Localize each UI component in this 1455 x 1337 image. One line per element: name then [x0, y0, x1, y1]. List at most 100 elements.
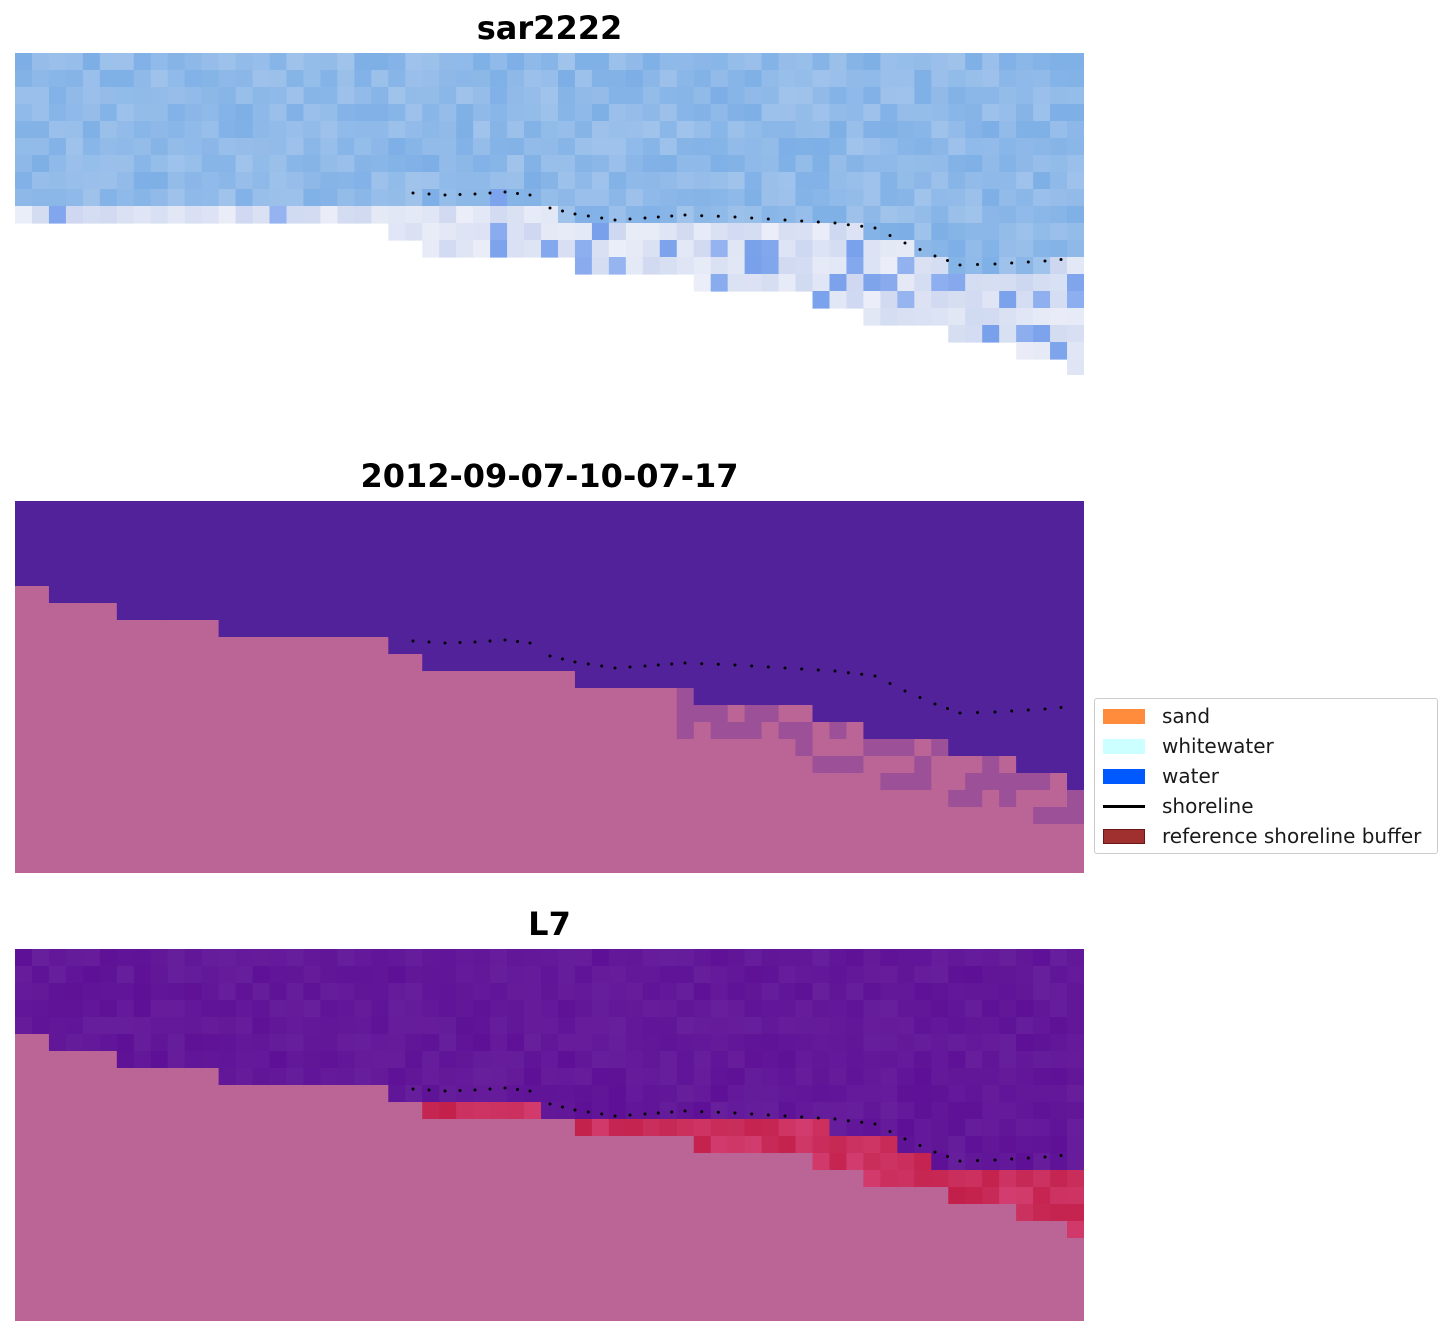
classified-pixel [405, 858, 423, 873]
classified-pixel [388, 824, 406, 842]
l7-pixel [795, 1289, 814, 1307]
classified-pixel [269, 841, 288, 859]
l7-pixel [557, 1068, 576, 1086]
l7-pixel [863, 1085, 881, 1103]
l7-pixel [439, 1255, 457, 1273]
l7-pixel [541, 1272, 559, 1290]
l7-pixel [812, 1306, 831, 1321]
l7-pixel [642, 1238, 661, 1256]
l7-pixel [15, 1051, 33, 1069]
classified-pixel [608, 671, 627, 689]
l7-pixel [82, 1255, 101, 1273]
sar-pixel [82, 104, 101, 122]
classified-shoreline-dot [750, 664, 754, 668]
l7-shoreline-dot [700, 1110, 704, 1114]
sar-pixel [82, 87, 101, 105]
l7-pixel [761, 1153, 780, 1171]
sar-pixel [1033, 87, 1051, 105]
classified-pixel [710, 705, 729, 723]
l7-pixel [965, 966, 983, 984]
l7-pixel [1033, 1153, 1051, 1171]
l7-pixel [676, 1085, 695, 1103]
sar-pixel [914, 172, 932, 190]
sar-pixel [1067, 223, 1084, 241]
sar-pixel [1016, 53, 1034, 71]
l7-pixel [1016, 966, 1034, 984]
sar-pixel [897, 70, 915, 88]
l7-pixel [659, 1306, 678, 1321]
classified-pixel [693, 841, 712, 859]
classified-pixel [48, 518, 67, 536]
l7-shoreline-dot [1043, 1155, 1047, 1159]
classified-pixel [846, 620, 865, 638]
classified-pixel [1033, 637, 1051, 655]
sar-shoreline-dot [573, 212, 577, 216]
sar-shoreline-dot [628, 217, 632, 221]
classified-pixel [761, 637, 780, 655]
l7-shoreline-dot [1010, 1157, 1014, 1161]
sar-pixel [744, 189, 763, 207]
classified-pixel [286, 705, 305, 723]
classified-pixel [252, 603, 271, 621]
l7-pixel [422, 949, 440, 967]
l7-pixel [693, 1204, 712, 1222]
sar-pixel [15, 155, 33, 173]
classified-pixel [490, 518, 508, 536]
l7-pixel [524, 1170, 542, 1188]
l7-pixel [965, 1034, 983, 1052]
sar-pixel [303, 87, 322, 105]
classified-pixel [897, 807, 915, 825]
classified-pixel [150, 688, 169, 706]
classified-pixel [574, 603, 593, 621]
classified-pixel [1016, 586, 1034, 604]
classified-pixel [507, 671, 525, 689]
l7-pixel [354, 1153, 372, 1171]
classified-pixel [591, 535, 610, 553]
sar-pixel [286, 172, 305, 190]
classified-pixel [541, 688, 559, 706]
classified-pixel [1033, 569, 1051, 587]
sar-pixel [456, 121, 474, 139]
classified-pixel [490, 620, 508, 638]
classified-pixel [218, 586, 237, 604]
l7-pixel [710, 1051, 729, 1069]
l7-pixel [507, 1204, 525, 1222]
classified-pixel [710, 569, 729, 587]
classified-pixel [422, 756, 440, 774]
l7-pixel [405, 1255, 423, 1273]
l7-pixel [625, 1170, 644, 1188]
sar-pixel [812, 206, 831, 224]
l7-shoreline-dot [800, 1115, 804, 1119]
classified-pixel [473, 535, 491, 553]
l7-pixel [693, 1068, 712, 1086]
classified-pixel [82, 739, 101, 757]
classified-pixel [371, 705, 389, 723]
classified-pixel [422, 654, 440, 672]
sar-pixel [82, 206, 101, 224]
l7-pixel [31, 1187, 50, 1205]
l7-pixel [965, 983, 983, 1001]
classified-pixel [948, 637, 966, 655]
classified-pixel [456, 552, 474, 570]
classified-pixel [388, 688, 406, 706]
l7-pixel [1067, 1170, 1084, 1188]
l7-pixel [1050, 1153, 1068, 1171]
classified-pixel [948, 824, 966, 842]
l7-pixel [473, 1119, 491, 1137]
l7-pixel [388, 1255, 406, 1273]
sar-pixel [320, 87, 338, 105]
classified-pixel [965, 841, 983, 859]
sar-pixel [863, 206, 881, 224]
classified-pixel [473, 569, 491, 587]
sar-shoreline-dot [846, 223, 850, 227]
l7-pixel [456, 1255, 474, 1273]
classified-pixel [1033, 586, 1051, 604]
l7-pixel [388, 1153, 406, 1171]
sar-pixel [965, 308, 983, 326]
classified-pixel [31, 603, 50, 621]
classified-pixel [948, 705, 966, 723]
l7-pixel [608, 1255, 627, 1273]
classified-pixel [591, 790, 610, 808]
classified-pixel [914, 518, 932, 536]
classified-shoreline-dot [1010, 709, 1014, 713]
